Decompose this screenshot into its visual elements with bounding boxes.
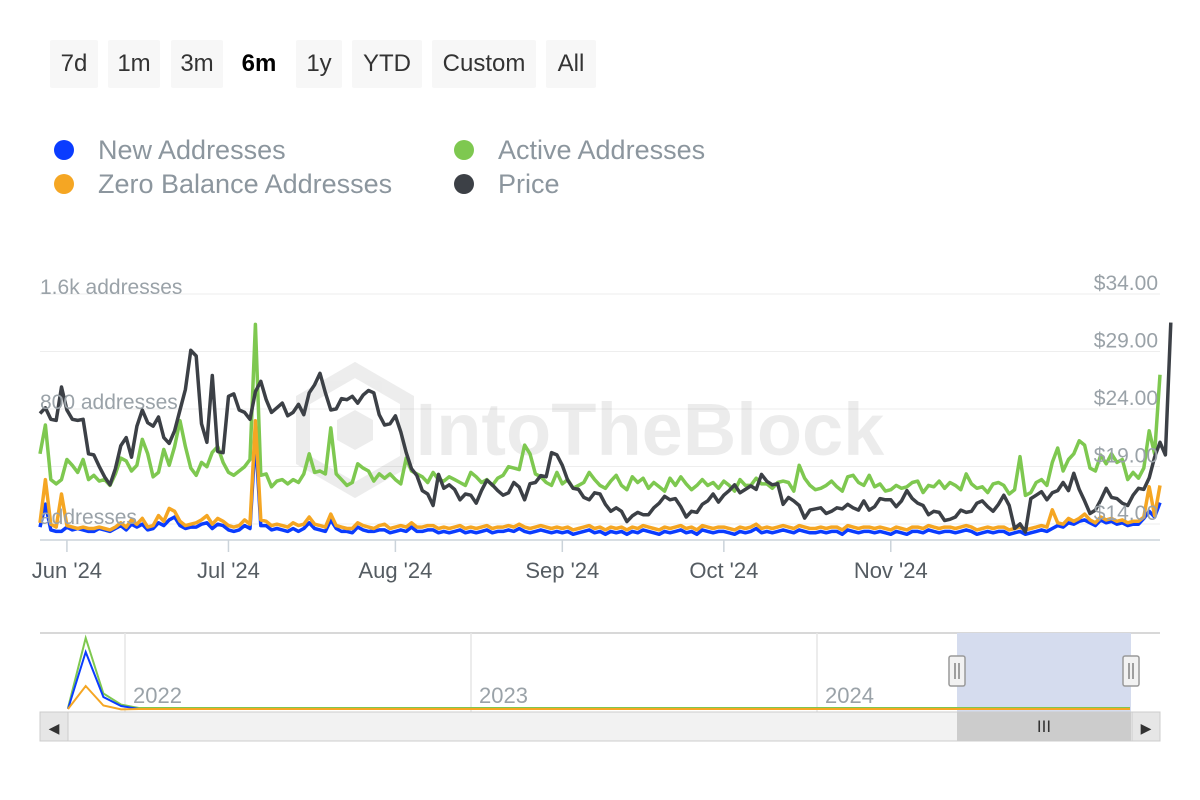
- scrollbar-right-button: [1131, 711, 1161, 742]
- handle-body: [948, 655, 966, 687]
- range-button-all[interactable]: All: [546, 40, 596, 88]
- navigator-year-label: 2022: [133, 683, 182, 708]
- y-left-tick-label: 1.6k addresses: [40, 276, 182, 299]
- legend-marker: [454, 140, 474, 160]
- series-line-price: [38, 322, 1173, 534]
- y-right-tick-label: $34.00: [1094, 272, 1158, 295]
- legend-marker: [54, 174, 74, 194]
- y-right-tick-label: $19.00: [1094, 445, 1158, 468]
- range-button-1y[interactable]: 1y: [296, 40, 342, 88]
- y-right-tick-label: $14.00: [1094, 502, 1158, 525]
- navigator-line-zero-balance-addresses: [67, 684, 1130, 711]
- series-line-new-addresses: [38, 434, 1162, 537]
- legend-label: Active Addresses: [498, 135, 706, 165]
- legend-marker: [54, 140, 74, 160]
- range-button-6m[interactable]: 6m: [241, 50, 277, 77]
- x-tick-label: Oct '24: [689, 558, 758, 583]
- legend-marker: [454, 174, 474, 194]
- x-tick-label: Nov '24: [854, 558, 928, 583]
- watermark-text: IntoTheBlock: [416, 388, 886, 471]
- navigator: 2022 2023 2024 ◀ ▶ III: [39, 632, 1161, 742]
- series-line-active-addresses: [38, 322, 1162, 498]
- navigator-selected-range: [957, 633, 1131, 712]
- navigator-right-handle[interactable]: [1122, 655, 1140, 687]
- range-button-1m[interactable]: 1m: [108, 40, 160, 88]
- y-left-tick-label: 800 addresses: [40, 391, 178, 414]
- watermark: IntoTheBlock: [296, 361, 886, 499]
- range-button-ytd[interactable]: YTD: [352, 40, 422, 88]
- navigator-year-label: 2024: [825, 683, 874, 708]
- navigator-left-handle[interactable]: [948, 655, 966, 687]
- x-tick-label: Jul '24: [197, 558, 260, 583]
- handle-body: [1122, 655, 1140, 687]
- legend-label: New Addresses: [98, 135, 286, 165]
- legend-label: Zero Balance Addresses: [98, 169, 393, 199]
- range-button-7d[interactable]: 7d: [50, 40, 98, 88]
- axis-labels: $14.00 $19.00 $24.00 $29.00 $34.00 addresses 8…: [32, 272, 1160, 583]
- y-left-tick-label: addresses: [40, 506, 137, 529]
- x-tick-label: Sep '24: [525, 558, 599, 583]
- arrow-left-icon: ◀: [49, 721, 60, 737]
- scrollbar-thumb: [957, 712, 1131, 741]
- legend-label: Price: [498, 169, 560, 199]
- arrow-right-icon: ▶: [1141, 721, 1152, 737]
- scrollbar-grip: III: [1037, 717, 1051, 736]
- watermark-logo-icon: [296, 361, 414, 499]
- scrollbar-left-button: [39, 711, 69, 742]
- range-button-custom[interactable]: Custom: [432, 40, 536, 88]
- y-right-tick-label: $29.00: [1094, 330, 1158, 353]
- series-lines: [38, 322, 1173, 537]
- x-tick-label: Aug '24: [358, 558, 432, 583]
- range-button-3m[interactable]: 3m: [171, 40, 223, 88]
- x-tick-label: Jun '24: [32, 558, 102, 583]
- y-right-tick-label: $24.00: [1094, 387, 1158, 410]
- series-line-zero-balance-addresses: [38, 418, 1162, 532]
- navigator-year-label: 2023: [479, 683, 528, 708]
- navigator-scrollbar[interactable]: ◀ ▶ III: [39, 711, 1161, 742]
